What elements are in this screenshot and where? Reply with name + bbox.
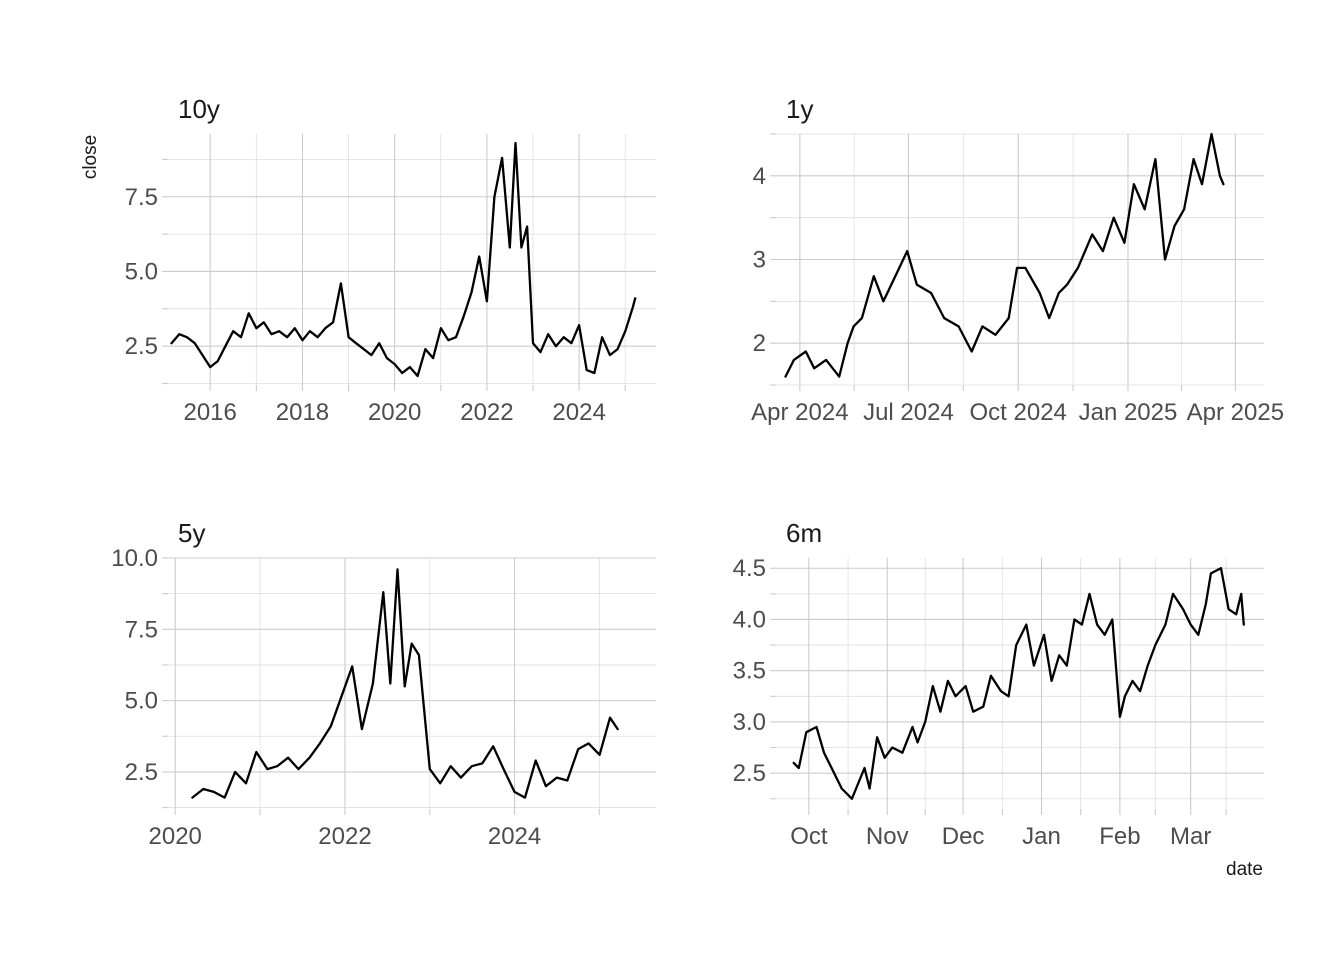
y-tick-label: 4 <box>753 163 766 190</box>
x-tick-label: 2024 <box>552 399 605 426</box>
x-tick-label: Jan <box>1022 823 1061 850</box>
y-tick-label: 7.5 <box>125 184 158 211</box>
x-tick-label: 2020 <box>368 399 421 426</box>
x-tick-label: Feb <box>1099 823 1140 850</box>
y-axis-title: close <box>80 135 101 179</box>
panel-6m: Oct Nov Dec Jan Feb Mar 2.5 3.0 3.5 4.0 4.5 6m <box>733 518 1264 850</box>
panel-5y: 2020 2022 2024 2.5 5.0 7.5 10.0 5y <box>111 518 656 850</box>
y-tick-label: 2.5 <box>733 760 766 787</box>
x-tick-label: 2016 <box>183 399 236 426</box>
x-tick-label: 2024 <box>488 823 541 850</box>
x-tick-label: Apr 2024 <box>751 399 848 426</box>
x-tick-label: 2022 <box>460 399 513 426</box>
series-line-10y <box>170 141 637 378</box>
y-tick-label: 4.5 <box>733 555 766 582</box>
panel-title: 5y <box>178 518 205 548</box>
panel-title: 1y <box>786 94 813 124</box>
y-tick-label: 3 <box>753 247 766 274</box>
panel-1y: Apr 2024 Jul 2024 Oct 2024 Jan 2025 Apr 2025… <box>751 94 1284 426</box>
x-tick-label: 2022 <box>318 823 371 850</box>
x-tick-label: Oct 2024 <box>970 399 1067 426</box>
y-tick-label: 3.5 <box>733 658 766 685</box>
x-tick-label: 2018 <box>276 399 329 426</box>
y-tick-label: 3.0 <box>733 709 766 736</box>
y-tick-label: 5.0 <box>125 688 158 715</box>
y-tick-label: 10.0 <box>111 545 158 572</box>
y-tick-label: 7.5 <box>125 616 158 643</box>
series-line-1y <box>784 132 1225 378</box>
y-tick-label: 2.5 <box>125 333 158 360</box>
panel-title: 10y <box>178 94 220 124</box>
x-tick-label: Mar <box>1170 823 1211 850</box>
x-tick-label: Oct <box>790 823 828 850</box>
x-tick-label: Nov <box>866 823 909 850</box>
series-line-5y <box>191 568 619 799</box>
x-axis-title: date <box>1226 859 1263 880</box>
x-tick-label: Dec <box>942 823 985 850</box>
x-tick-label: Apr 2025 <box>1187 399 1284 426</box>
x-tick-label: Jul 2024 <box>863 399 954 426</box>
x-tick-label: 2020 <box>149 823 202 850</box>
series-line-6m <box>792 567 1245 800</box>
panels-layer: 2016 2018 2020 2022 2024 2.5 5.0 7.5 10y Apr 2024… <box>111 94 1284 850</box>
y-tick-label: 5.0 <box>125 258 158 285</box>
y-tick-label: 4.0 <box>733 606 766 633</box>
y-tick-label: 2.5 <box>125 759 158 786</box>
x-tick-label: Jan 2025 <box>1079 399 1178 426</box>
y-tick-label: 2 <box>753 330 766 357</box>
panel-title: 6m <box>786 518 822 548</box>
panel-10y: 2016 2018 2020 2022 2024 2.5 5.0 7.5 10y <box>125 94 656 426</box>
